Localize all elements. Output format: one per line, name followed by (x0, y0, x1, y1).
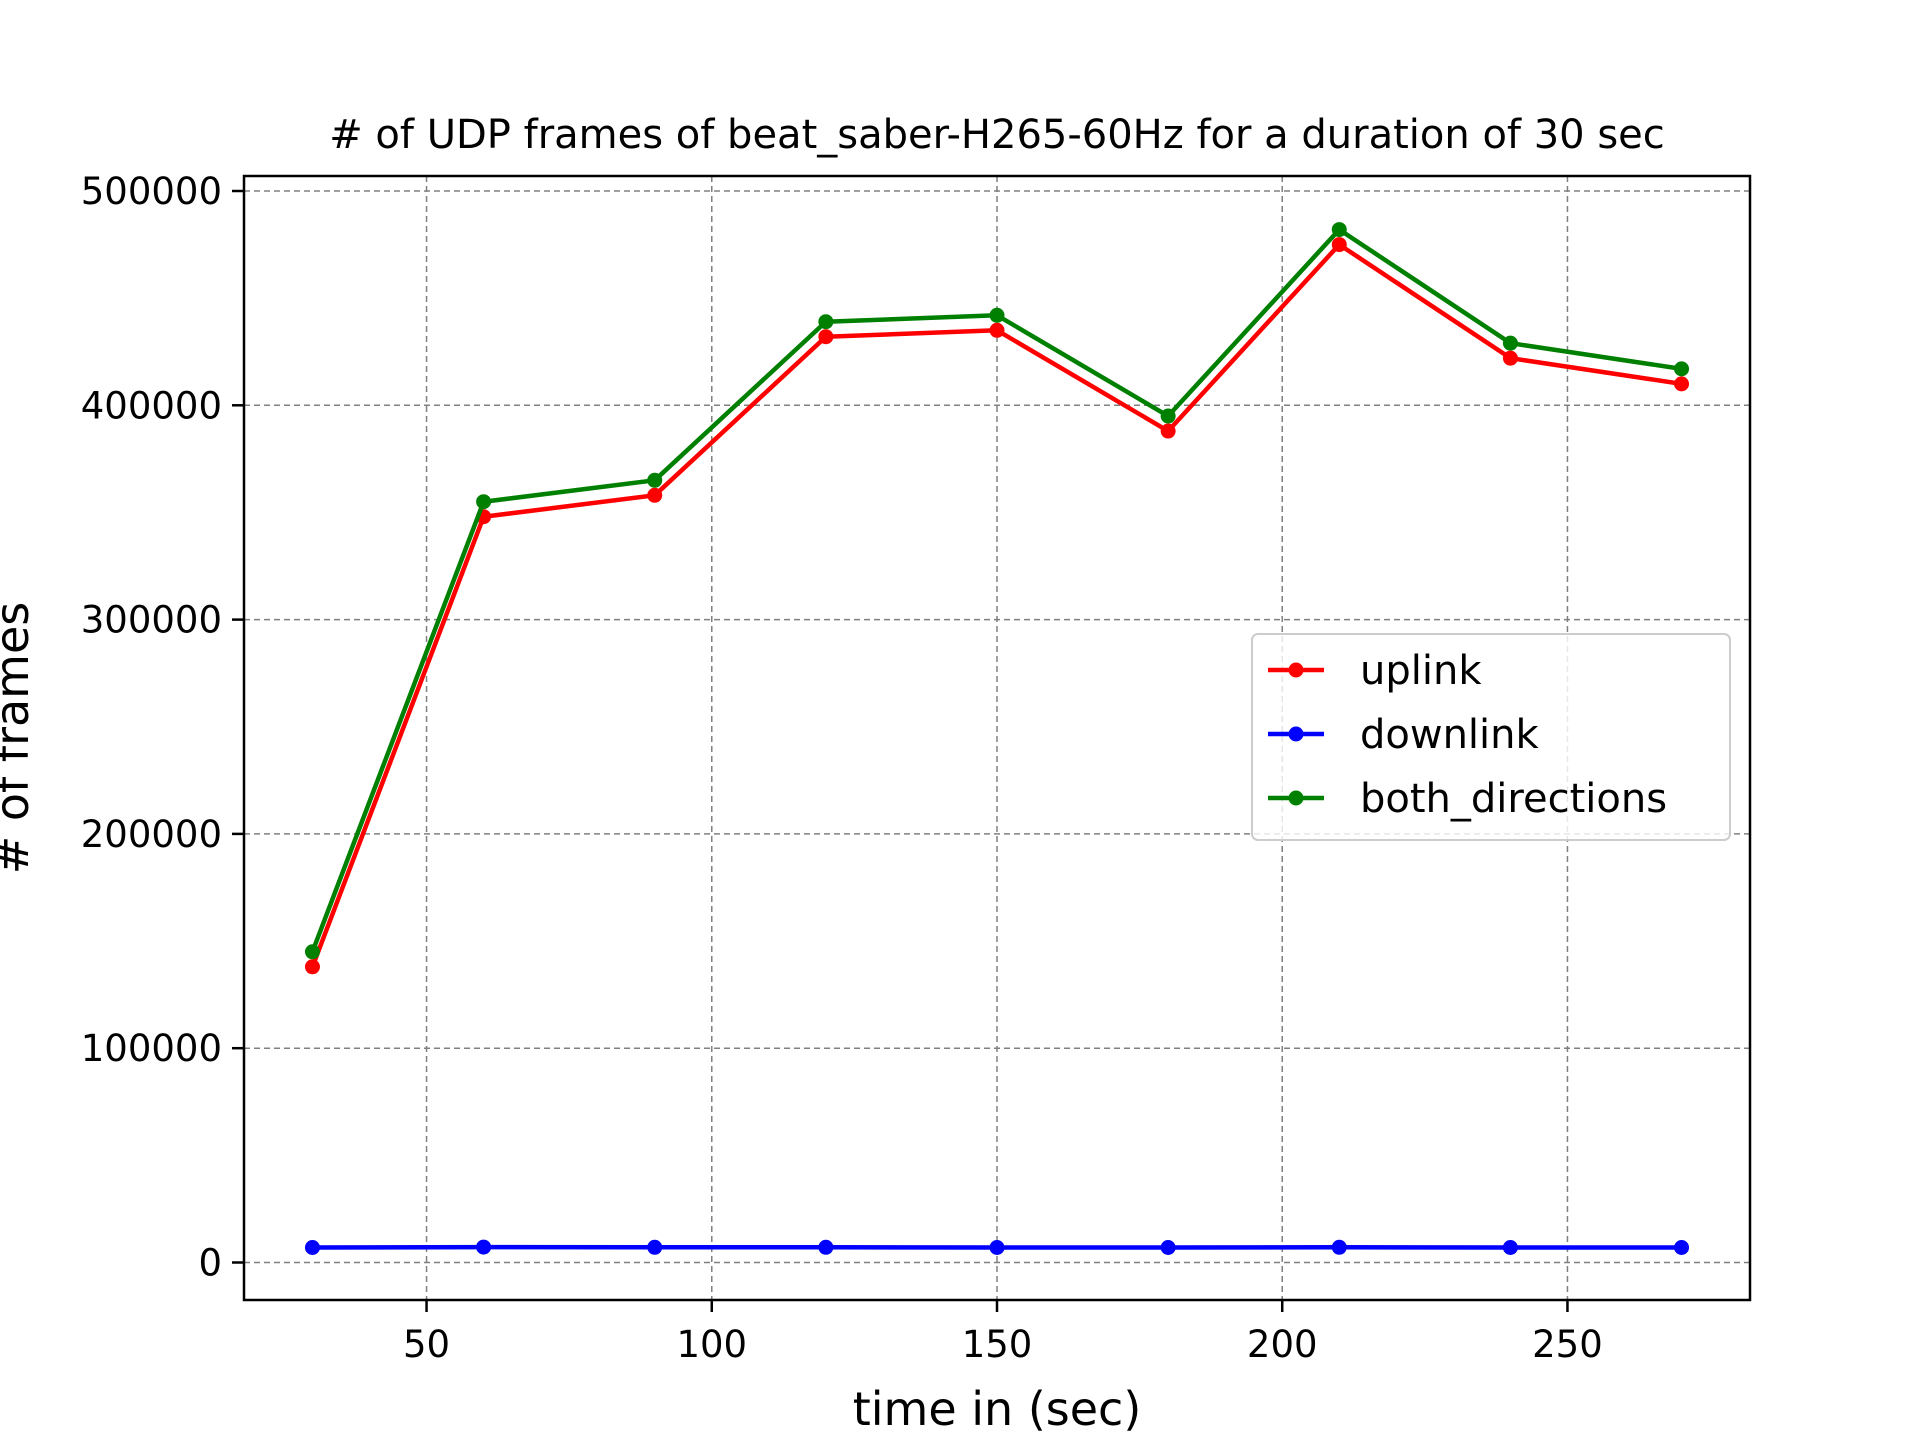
series-layer (304, 222, 1690, 1255)
uplink-point (647, 487, 663, 503)
x-tick-label: 100 (676, 1323, 747, 1366)
legend-box (1251, 633, 1731, 841)
y-tick-label: 0 (198, 1241, 222, 1284)
legend-both-directions-label: both_directions (1360, 776, 1667, 822)
legend-uplink-label: uplink (1360, 648, 1482, 694)
both-directions-point (1331, 222, 1347, 238)
both-directions-point (818, 314, 834, 330)
x-tick-label: 200 (1247, 1323, 1318, 1366)
downlink-point (647, 1239, 663, 1255)
x-tick-label: 50 (403, 1323, 450, 1366)
downlink-point (818, 1239, 834, 1255)
downlink-point (476, 1239, 492, 1255)
x-axis-label: time in (sec) (853, 1382, 1142, 1436)
both-directions-point (989, 307, 1005, 323)
both-directions-point (647, 472, 663, 488)
both-directions-point (1674, 361, 1690, 377)
y-tick-label: 400000 (81, 384, 222, 427)
chart-title: # of UDP frames of beat_saber-H265-60Hz … (329, 112, 1665, 158)
both-directions-point (1502, 335, 1518, 351)
legend-downlink-marker (1288, 726, 1304, 742)
downlink-point (1674, 1239, 1690, 1255)
both-directions-point (304, 944, 320, 960)
uplink-point (989, 322, 1005, 338)
uplink-point (1502, 350, 1518, 366)
uplink-point (1674, 376, 1690, 392)
x-tick-label: 150 (962, 1323, 1033, 1366)
downlink-point (304, 1239, 320, 1255)
y-axis-label: # of frames (0, 602, 39, 875)
y-tick-label: 300000 (81, 599, 222, 642)
x-tick-label: 250 (1532, 1323, 1603, 1366)
legend-downlink-label: downlink (1360, 712, 1540, 758)
both-directions-point (476, 494, 492, 510)
uplink-point (1160, 423, 1176, 439)
axis-ticks: 50 100 150 200 250 0 100000 200000 300000 400000 5… (81, 170, 1603, 1366)
downlink-point (989, 1239, 1005, 1255)
downlink-point (1502, 1239, 1518, 1255)
downlink-point (1160, 1239, 1176, 1255)
uplink-point (304, 959, 320, 975)
legend-uplink-marker (1288, 662, 1304, 678)
y-tick-label: 200000 (81, 813, 222, 856)
legend-both-directions-marker (1288, 790, 1304, 806)
y-tick-label: 100000 (81, 1027, 222, 1070)
legend: uplink downlink both_directions (1251, 633, 1731, 841)
downlink-point (1331, 1239, 1347, 1255)
y-tick-label: 500000 (81, 170, 222, 213)
uplink-point (1331, 237, 1347, 253)
uplink-point (818, 329, 834, 345)
both-directions-point (1160, 408, 1176, 424)
